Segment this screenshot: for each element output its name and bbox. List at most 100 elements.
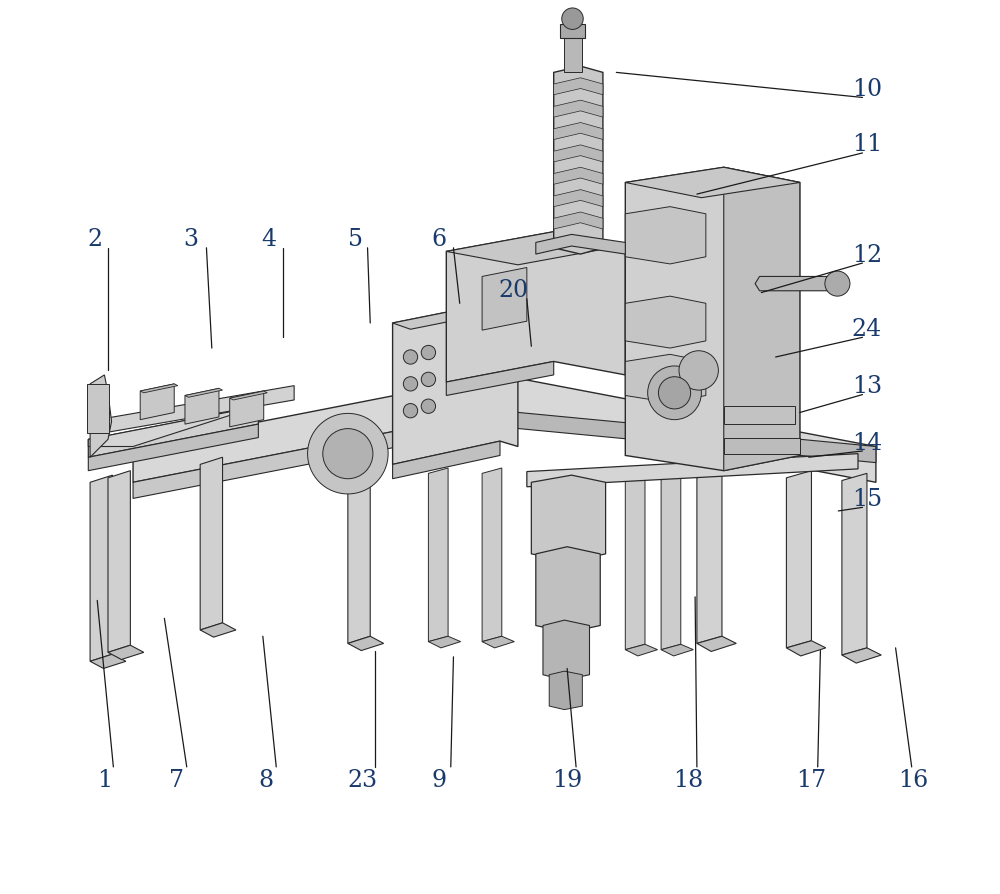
Text: 16: 16 [898, 768, 929, 791]
Polygon shape [393, 302, 518, 465]
Bar [87, 384, 109, 434]
Polygon shape [549, 671, 582, 710]
Polygon shape [554, 123, 603, 140]
Polygon shape [625, 297, 706, 349]
Circle shape [648, 367, 701, 420]
Polygon shape [554, 190, 603, 207]
Polygon shape [536, 235, 625, 255]
Text: 20: 20 [498, 279, 528, 302]
Polygon shape [724, 438, 800, 454]
Polygon shape [625, 168, 800, 471]
Text: 17: 17 [796, 768, 827, 791]
Text: 7: 7 [169, 768, 184, 791]
Polygon shape [543, 620, 590, 680]
Polygon shape [554, 146, 603, 163]
Polygon shape [393, 442, 500, 479]
Circle shape [825, 272, 850, 297]
Text: 9: 9 [432, 768, 447, 791]
Polygon shape [140, 384, 178, 393]
Bar [560, 25, 585, 39]
Circle shape [421, 400, 436, 414]
Text: 15: 15 [852, 487, 882, 510]
Circle shape [421, 373, 436, 387]
Polygon shape [88, 407, 258, 458]
Polygon shape [625, 645, 658, 656]
Polygon shape [786, 471, 811, 648]
Polygon shape [446, 232, 625, 383]
Polygon shape [554, 79, 603, 96]
Text: 3: 3 [184, 228, 199, 251]
Polygon shape [446, 232, 625, 266]
Polygon shape [531, 476, 606, 561]
Polygon shape [625, 207, 706, 265]
Text: 5: 5 [348, 228, 363, 251]
Polygon shape [108, 645, 144, 660]
Text: 19: 19 [552, 768, 582, 791]
Polygon shape [428, 468, 448, 642]
Polygon shape [724, 168, 800, 471]
Polygon shape [133, 375, 876, 483]
Polygon shape [697, 637, 736, 652]
Polygon shape [230, 392, 264, 427]
Polygon shape [348, 637, 384, 651]
Polygon shape [842, 474, 867, 655]
Polygon shape [554, 168, 603, 185]
Polygon shape [625, 473, 645, 650]
Text: 24: 24 [852, 317, 882, 341]
Polygon shape [842, 648, 881, 663]
Text: 1: 1 [97, 768, 112, 791]
Polygon shape [500, 411, 876, 463]
Polygon shape [88, 407, 258, 447]
Polygon shape [625, 355, 706, 403]
Circle shape [403, 377, 418, 392]
Circle shape [403, 404, 418, 418]
Circle shape [403, 350, 418, 365]
Polygon shape [724, 407, 795, 425]
Polygon shape [185, 389, 219, 425]
Polygon shape [393, 302, 518, 330]
Circle shape [679, 351, 718, 391]
Polygon shape [348, 458, 370, 644]
Polygon shape [661, 645, 693, 656]
Polygon shape [661, 473, 681, 650]
Text: 2: 2 [88, 228, 103, 251]
Polygon shape [554, 101, 603, 118]
Circle shape [308, 414, 388, 494]
Polygon shape [446, 362, 554, 396]
Text: 11: 11 [852, 133, 882, 156]
Polygon shape [108, 386, 294, 433]
Text: 13: 13 [852, 375, 882, 398]
Polygon shape [90, 654, 126, 669]
Polygon shape [90, 375, 112, 458]
Polygon shape [554, 213, 603, 230]
Circle shape [421, 346, 436, 360]
Polygon shape [697, 471, 722, 644]
Text: 18: 18 [673, 768, 703, 791]
Polygon shape [482, 268, 527, 331]
Circle shape [658, 377, 691, 409]
Polygon shape [185, 389, 223, 398]
Polygon shape [200, 623, 236, 637]
Text: 4: 4 [262, 228, 277, 251]
Polygon shape [230, 392, 267, 401]
Bar [564, 38, 582, 73]
Polygon shape [133, 411, 500, 499]
Polygon shape [88, 425, 258, 471]
Polygon shape [140, 384, 174, 420]
Text: 8: 8 [258, 768, 273, 791]
Polygon shape [625, 168, 800, 198]
Polygon shape [482, 468, 502, 642]
Polygon shape [536, 547, 600, 633]
Polygon shape [428, 637, 461, 648]
Polygon shape [108, 471, 130, 653]
Text: 10: 10 [852, 78, 882, 101]
Polygon shape [755, 277, 836, 291]
Text: 23: 23 [347, 768, 377, 791]
Circle shape [323, 429, 373, 479]
Polygon shape [554, 67, 603, 255]
Text: 6: 6 [432, 228, 447, 251]
Polygon shape [482, 637, 514, 648]
Text: 14: 14 [852, 431, 882, 454]
Circle shape [562, 9, 583, 30]
Text: 12: 12 [852, 243, 882, 266]
